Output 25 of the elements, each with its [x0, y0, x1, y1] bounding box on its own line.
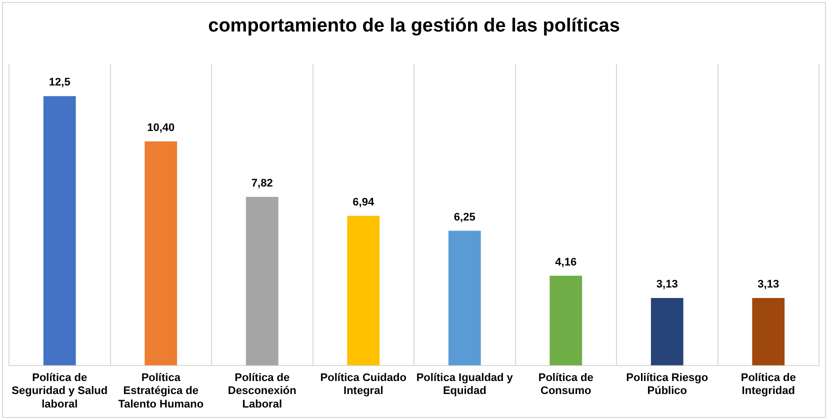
bar — [650, 298, 684, 366]
bar — [347, 216, 380, 366]
bar — [752, 298, 785, 366]
x-tick-label: Política de Consumo — [538, 372, 594, 398]
data-label: 10,40 — [147, 122, 175, 134]
x-tick-label: Política Estratégica de Talento Humano — [118, 372, 204, 410]
x-tick-label: Política de Seguridad y Salud laboral — [12, 372, 108, 410]
data-label: 3,13 — [758, 278, 780, 290]
x-tick-label: Política de Desconexión Laboral — [228, 372, 297, 410]
data-label: 12,5 — [48, 76, 70, 89]
bar — [246, 196, 278, 366]
data-label: 6,25 — [454, 211, 476, 224]
bar — [43, 96, 76, 366]
x-tick-label: Política Igualdad y Equidad — [416, 372, 514, 398]
x-tick-label: Política de Integridad — [740, 372, 796, 398]
bar — [448, 230, 481, 366]
data-label: 7,82 — [251, 177, 273, 190]
data-label: 6,94 — [352, 196, 375, 208]
data-label: 3,13 — [656, 278, 678, 290]
bar — [144, 141, 178, 366]
bar — [550, 276, 582, 366]
x-tick-label: Política Cuidado Integral — [320, 372, 407, 398]
data-label: 4,16 — [555, 256, 577, 268]
x-tick-label: Poliítica Riesgo Público — [626, 372, 708, 398]
chart-title: comportamiento de la gestión de las políticas — [208, 16, 620, 37]
